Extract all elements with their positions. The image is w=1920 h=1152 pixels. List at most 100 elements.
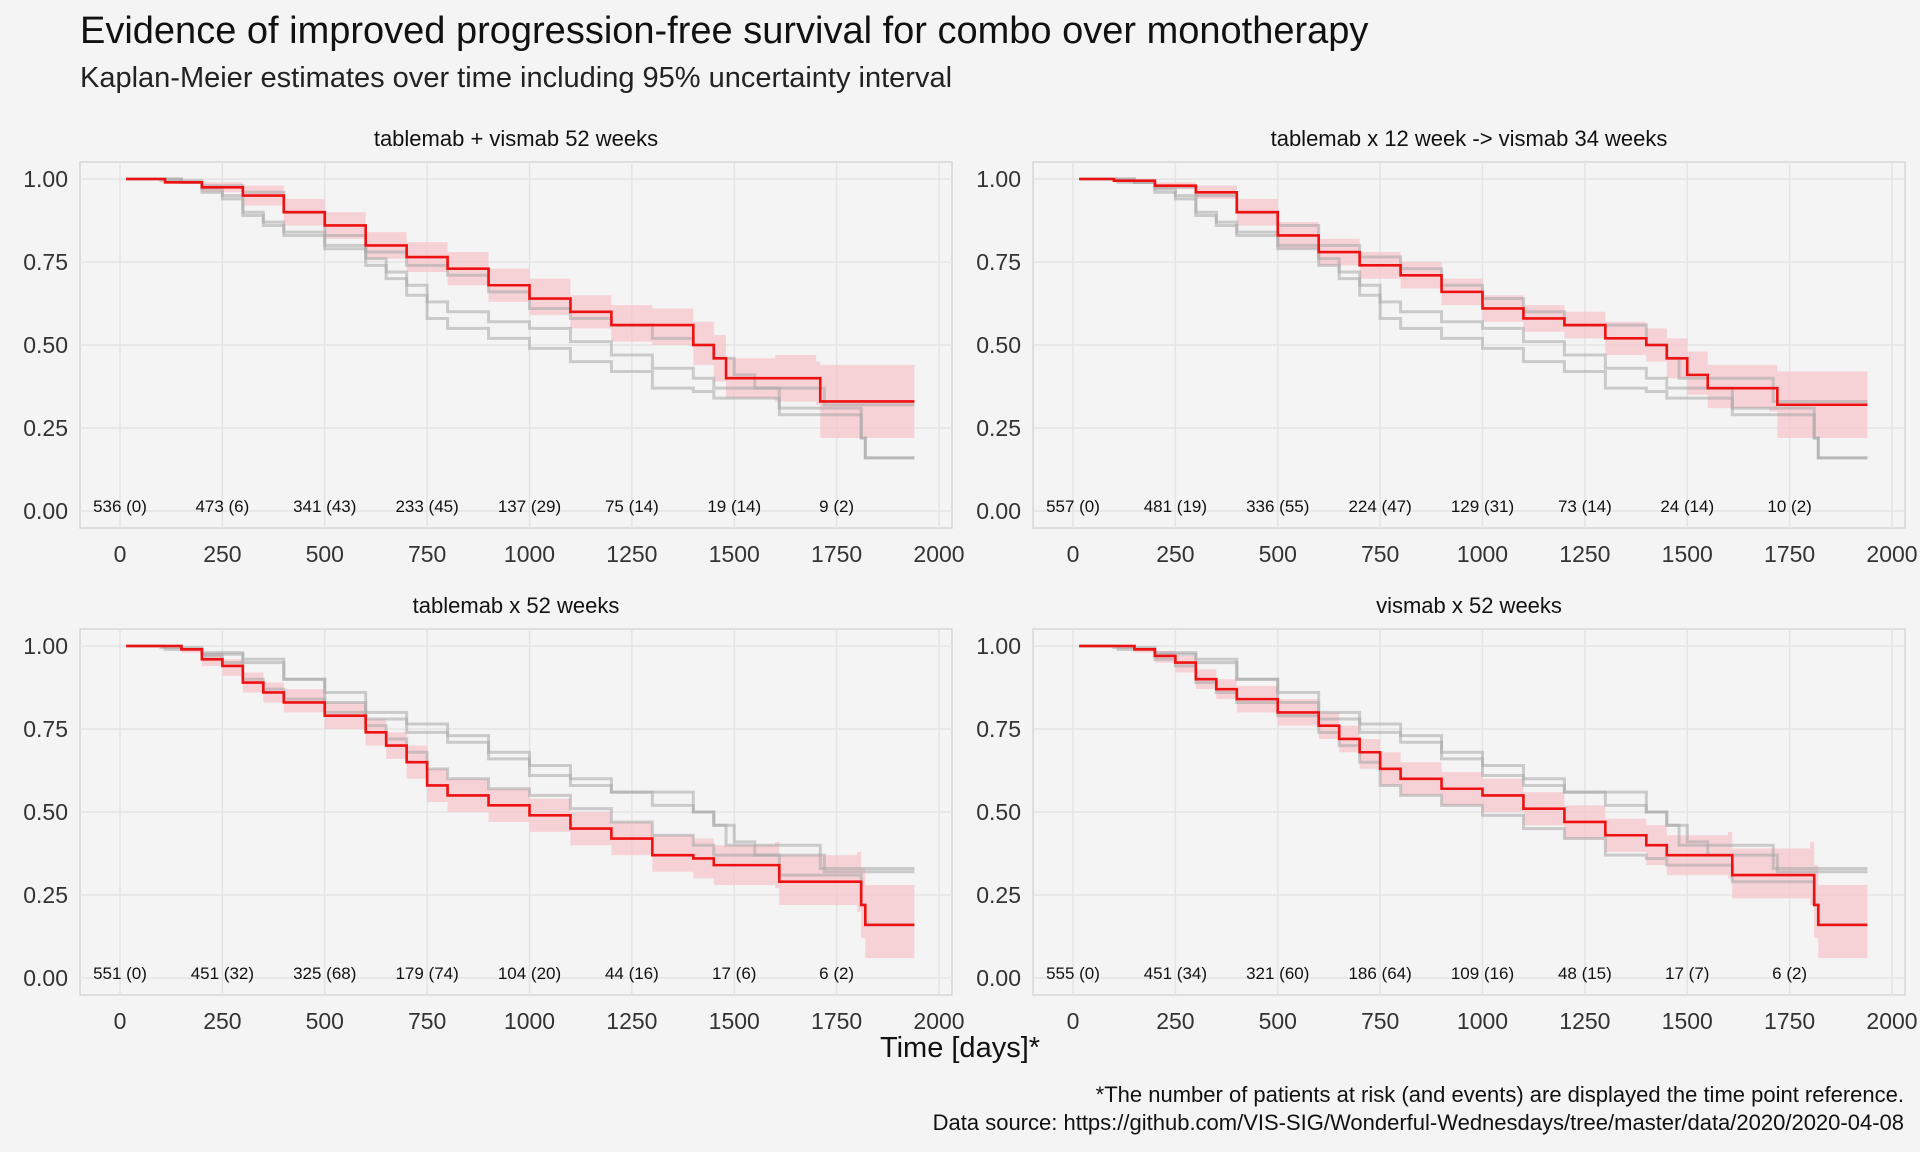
- y-tick-label: 0.25: [976, 882, 1021, 908]
- y-tick-label: 1.00: [976, 633, 1021, 659]
- y-tick-label: 0.75: [23, 249, 68, 275]
- x-tick-label: 1250: [606, 1008, 657, 1034]
- x-tick-label: 2000: [1866, 541, 1917, 567]
- risk-label: 186 (64): [1348, 964, 1411, 983]
- chart-title: Evidence of improved progression-free su…: [80, 10, 1369, 52]
- x-tick-label: 0: [114, 541, 127, 567]
- risk-label: 104 (20): [498, 964, 561, 983]
- risk-label: 321 (60): [1246, 964, 1309, 983]
- risk-label: 536 (0): [93, 497, 147, 516]
- data-source-note: Data source: https://github.com/VIS-SIG/…: [932, 1110, 1904, 1135]
- risk-label: 555 (0): [1046, 964, 1100, 983]
- x-tick-label: 1500: [1662, 1008, 1713, 1034]
- risk-label: 75 (14): [605, 497, 659, 516]
- risk-label: 10 (2): [1767, 497, 1811, 516]
- ci-band: [1079, 179, 1868, 438]
- y-tick-label: 0.75: [976, 249, 1021, 275]
- risk-label: 73 (14): [1558, 497, 1612, 516]
- x-tick-label: 250: [1156, 541, 1194, 567]
- risk-label: 551 (0): [93, 964, 147, 983]
- y-tick-label: 0.00: [976, 965, 1021, 991]
- y-tick-label: 1.00: [23, 166, 68, 192]
- risk-label: 336 (55): [1246, 497, 1309, 516]
- risk-label: 24 (14): [1660, 497, 1714, 516]
- x-tick-label: 0: [1067, 541, 1080, 567]
- x-tick-label: 1500: [1662, 541, 1713, 567]
- x-tick-label: 1250: [1559, 541, 1610, 567]
- y-tick-label: 0.00: [23, 965, 68, 991]
- x-tick-label: 1500: [709, 1008, 760, 1034]
- x-tick-label: 1000: [1457, 541, 1508, 567]
- y-tick-label: 1.00: [976, 166, 1021, 192]
- km-curve: [1079, 644, 1868, 927]
- panel-2: tablemab x 12 week -> vismab 34 weeks 0 25…: [976, 126, 1917, 567]
- risk-label: 44 (16): [605, 964, 659, 983]
- risk-label: 109 (16): [1451, 964, 1514, 983]
- risk-label: 179 (74): [395, 964, 458, 983]
- y-tick-label: 0.50: [23, 799, 68, 825]
- risk-label: 451 (32): [191, 964, 254, 983]
- risk-label: 233 (45): [395, 497, 458, 516]
- risk-label: 325 (68): [293, 964, 356, 983]
- ci-band: [1079, 646, 1868, 959]
- reference-curve: [126, 644, 915, 927]
- reference-curve: [126, 644, 915, 874]
- x-tick-label: 0: [114, 1008, 127, 1034]
- x-tick-label: 2000: [1866, 1008, 1917, 1034]
- x-tick-label: 500: [306, 541, 344, 567]
- risk-label: 224 (47): [1348, 497, 1411, 516]
- x-tick-label: 750: [1361, 1008, 1399, 1034]
- x-tick-label: 250: [203, 541, 241, 567]
- x-tick-label: 1750: [811, 541, 862, 567]
- x-tick-label: 1750: [1764, 1008, 1815, 1034]
- risk-label: 137 (29): [498, 497, 561, 516]
- risk-label: 341 (43): [293, 497, 356, 516]
- km-curve: [126, 177, 915, 403]
- y-tick-label: 0.25: [23, 882, 68, 908]
- reference-curve: [1079, 644, 1868, 874]
- x-tick-label: 2000: [913, 1008, 964, 1034]
- km-curve: [126, 644, 915, 927]
- panel-title: tablemab + vismab 52 weeks: [374, 126, 658, 151]
- risk-label: 6 (2): [1772, 964, 1807, 983]
- panel-3: tablemab x 52 weeks 0 250 500 750 1000 1250 150…: [23, 593, 964, 1034]
- chart-subtitle: Kaplan-Meier estimates over time includi…: [80, 62, 953, 94]
- panel-title: tablemab x 12 week -> vismab 34 weeks: [1271, 126, 1668, 151]
- x-tick-label: 1250: [606, 541, 657, 567]
- ci-band: [126, 179, 915, 438]
- risk-label: 48 (15): [1558, 964, 1612, 983]
- risk-label: 6 (2): [819, 964, 854, 983]
- y-tick-label: 0.00: [976, 498, 1021, 524]
- x-tick-label: 1000: [504, 541, 555, 567]
- x-tick-label: 750: [408, 541, 446, 567]
- panel-4: vismab x 52 weeks 0 250 500 750 1000 1250 1500 1…: [976, 593, 1917, 1034]
- x-tick-label: 1000: [504, 1008, 555, 1034]
- y-tick-label: 0.75: [23, 716, 68, 742]
- panel-title: tablemab x 52 weeks: [413, 593, 620, 618]
- km-curve: [1079, 177, 1868, 407]
- y-tick-label: 0.25: [23, 415, 68, 441]
- x-tick-label: 750: [408, 1008, 446, 1034]
- risk-label: 19 (14): [707, 497, 761, 516]
- y-tick-label: 1.00: [23, 633, 68, 659]
- x-tick-label: 750: [1361, 541, 1399, 567]
- x-axis-label: Time [days]*: [879, 1032, 1041, 1064]
- x-tick-label: 2000: [913, 541, 964, 567]
- panel-1: tablemab + vismab 52 weeks 0 250 500 750 1000…: [23, 126, 964, 567]
- risk-label: 473 (6): [195, 497, 249, 516]
- risk-label: 557 (0): [1046, 497, 1100, 516]
- x-tick-label: 500: [1259, 541, 1297, 567]
- risk-label: 17 (7): [1665, 964, 1709, 983]
- x-tick-label: 1750: [811, 1008, 862, 1034]
- risk-label: 481 (19): [1144, 497, 1207, 516]
- x-tick-label: 1000: [1457, 1008, 1508, 1034]
- y-tick-label: 0.50: [976, 332, 1021, 358]
- footnote: *The number of patients at risk (and eve…: [1095, 1082, 1904, 1107]
- x-tick-label: 250: [203, 1008, 241, 1034]
- y-tick-label: 0.50: [976, 799, 1021, 825]
- risk-label: 9 (2): [819, 497, 854, 516]
- x-tick-label: 500: [1259, 1008, 1297, 1034]
- y-tick-label: 0.50: [23, 332, 68, 358]
- y-tick-label: 0.00: [23, 498, 68, 524]
